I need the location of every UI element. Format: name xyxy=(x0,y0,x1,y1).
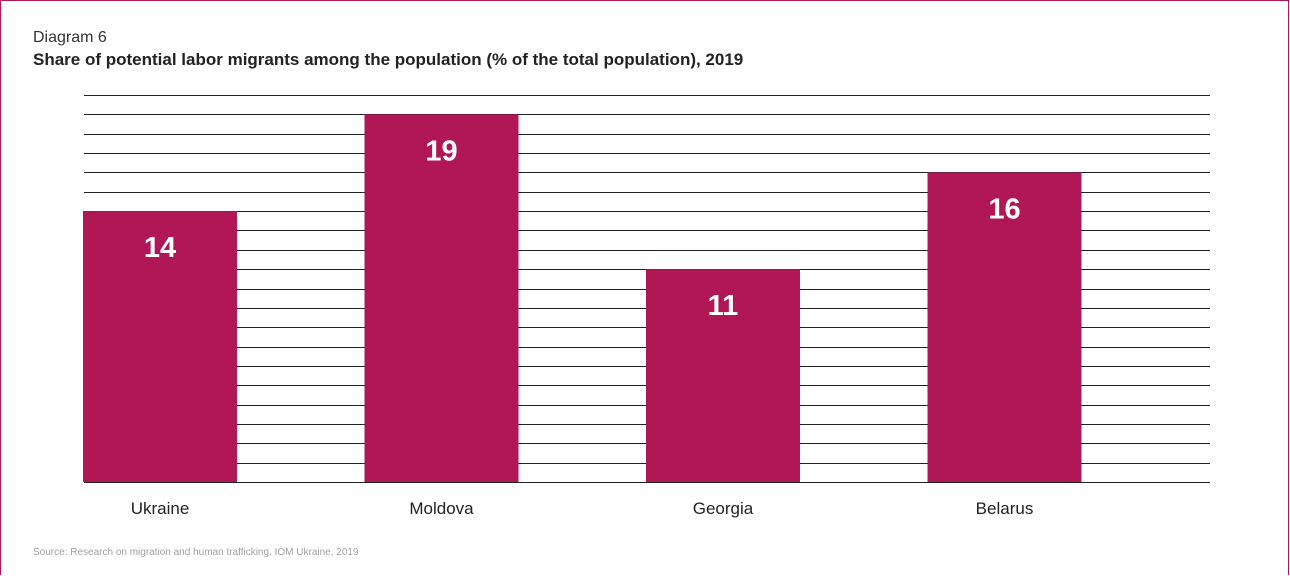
bar-moldova xyxy=(364,114,519,482)
x-tick-labels: Ukraine Moldova Georgia Belarus xyxy=(131,499,1034,518)
value-label-ukraine: 14 xyxy=(144,232,176,264)
value-label-georgia: 11 xyxy=(708,290,739,322)
source-note: Source: Research on migration and human … xyxy=(33,547,359,558)
value-labels: 14 19 11 16 xyxy=(144,135,1021,322)
diagram-label: Diagram 6 xyxy=(33,29,107,46)
bar-ukraine xyxy=(83,211,237,482)
value-label-belarus: 16 xyxy=(988,193,1020,225)
x-tick-label-ukraine: Ukraine xyxy=(131,499,190,518)
x-tick-label-moldova: Moldova xyxy=(409,499,474,518)
bars xyxy=(83,114,1082,482)
x-tick-label-belarus: Belarus xyxy=(976,499,1034,518)
value-label-moldova: 19 xyxy=(425,135,457,167)
bar-georgia xyxy=(646,269,800,482)
bar-belarus xyxy=(927,172,1082,482)
x-tick-label-georgia: Georgia xyxy=(693,499,754,518)
chart-title: Share of potential labor migrants among … xyxy=(33,50,744,69)
